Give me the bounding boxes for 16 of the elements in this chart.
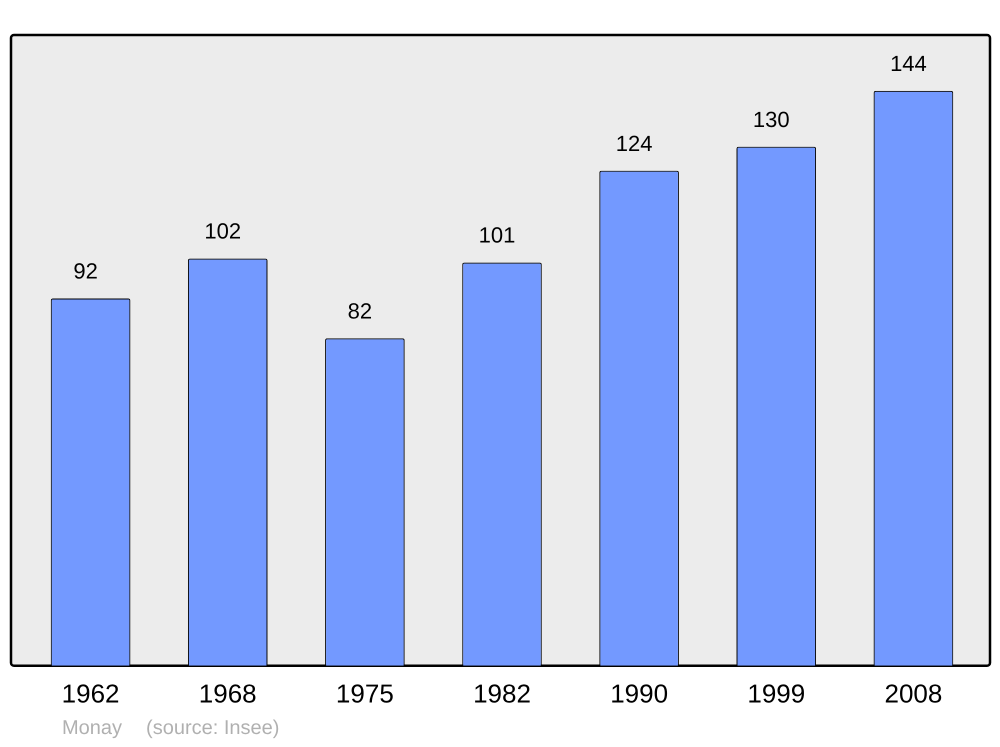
data-label: 82 [348, 298, 372, 324]
data-label: 130 [752, 106, 790, 132]
data-label: 124 [616, 130, 652, 156]
data-label: 102 [204, 218, 242, 244]
data-label: 92 [73, 258, 98, 284]
text: Monay [62, 717, 122, 739]
x-tick-label: 2008 [884, 678, 942, 709]
data-label: 144 [890, 50, 927, 76]
x-tick-label: 1982 [473, 678, 531, 709]
x-tick-label: 1975 [336, 678, 394, 709]
x-tick-label: 1999 [747, 678, 806, 709]
x-tick-label: 1968 [198, 678, 257, 709]
text: (source: Insee) [146, 717, 280, 739]
x-tick-label: 1962 [62, 678, 120, 709]
data-label: 101 [478, 222, 516, 248]
x-tick-label: 1990 [610, 678, 668, 709]
